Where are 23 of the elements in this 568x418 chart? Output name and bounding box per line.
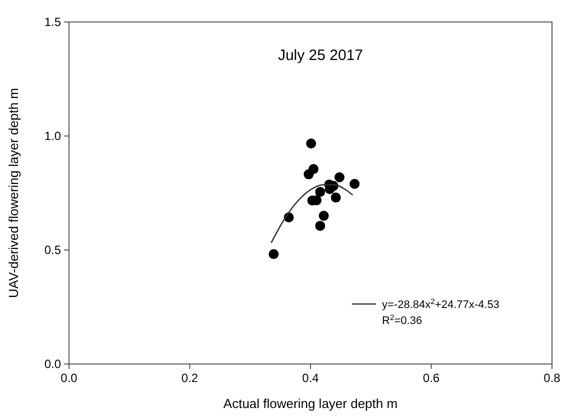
- y-tick-label: 1.5: [44, 15, 62, 29]
- x-tick-label: 0.0: [60, 371, 78, 385]
- y-tick-label: 0.0: [44, 357, 62, 371]
- y-tick-label: 0.5: [44, 243, 62, 257]
- text: July 25 2017: [278, 47, 364, 64]
- point: [315, 220, 326, 231]
- x-tick-label: 0.4: [302, 371, 320, 385]
- point: [268, 249, 279, 260]
- point: [330, 192, 341, 203]
- y-tick-label: 1.0: [44, 129, 62, 143]
- y-axis-title: UAV-derived flowering layer depth m: [6, 88, 21, 298]
- point: [315, 186, 326, 197]
- x-tick-label: 0.6: [422, 371, 440, 385]
- point: [334, 172, 344, 182]
- x-axis-title: Actual flowering layer depth m: [223, 396, 398, 411]
- x-tick-label: 0.8: [544, 371, 561, 385]
- annotation: R$^{2}$=0.36: [382, 312, 422, 327]
- point: [318, 210, 329, 221]
- point: [350, 178, 360, 189]
- legend-label: y=-28.84x$^{2}$+24.77x-4.53: [382, 296, 500, 311]
- x-tick-label: 0.2: [181, 371, 198, 385]
- point: [304, 169, 314, 180]
- point: [306, 138, 316, 149]
